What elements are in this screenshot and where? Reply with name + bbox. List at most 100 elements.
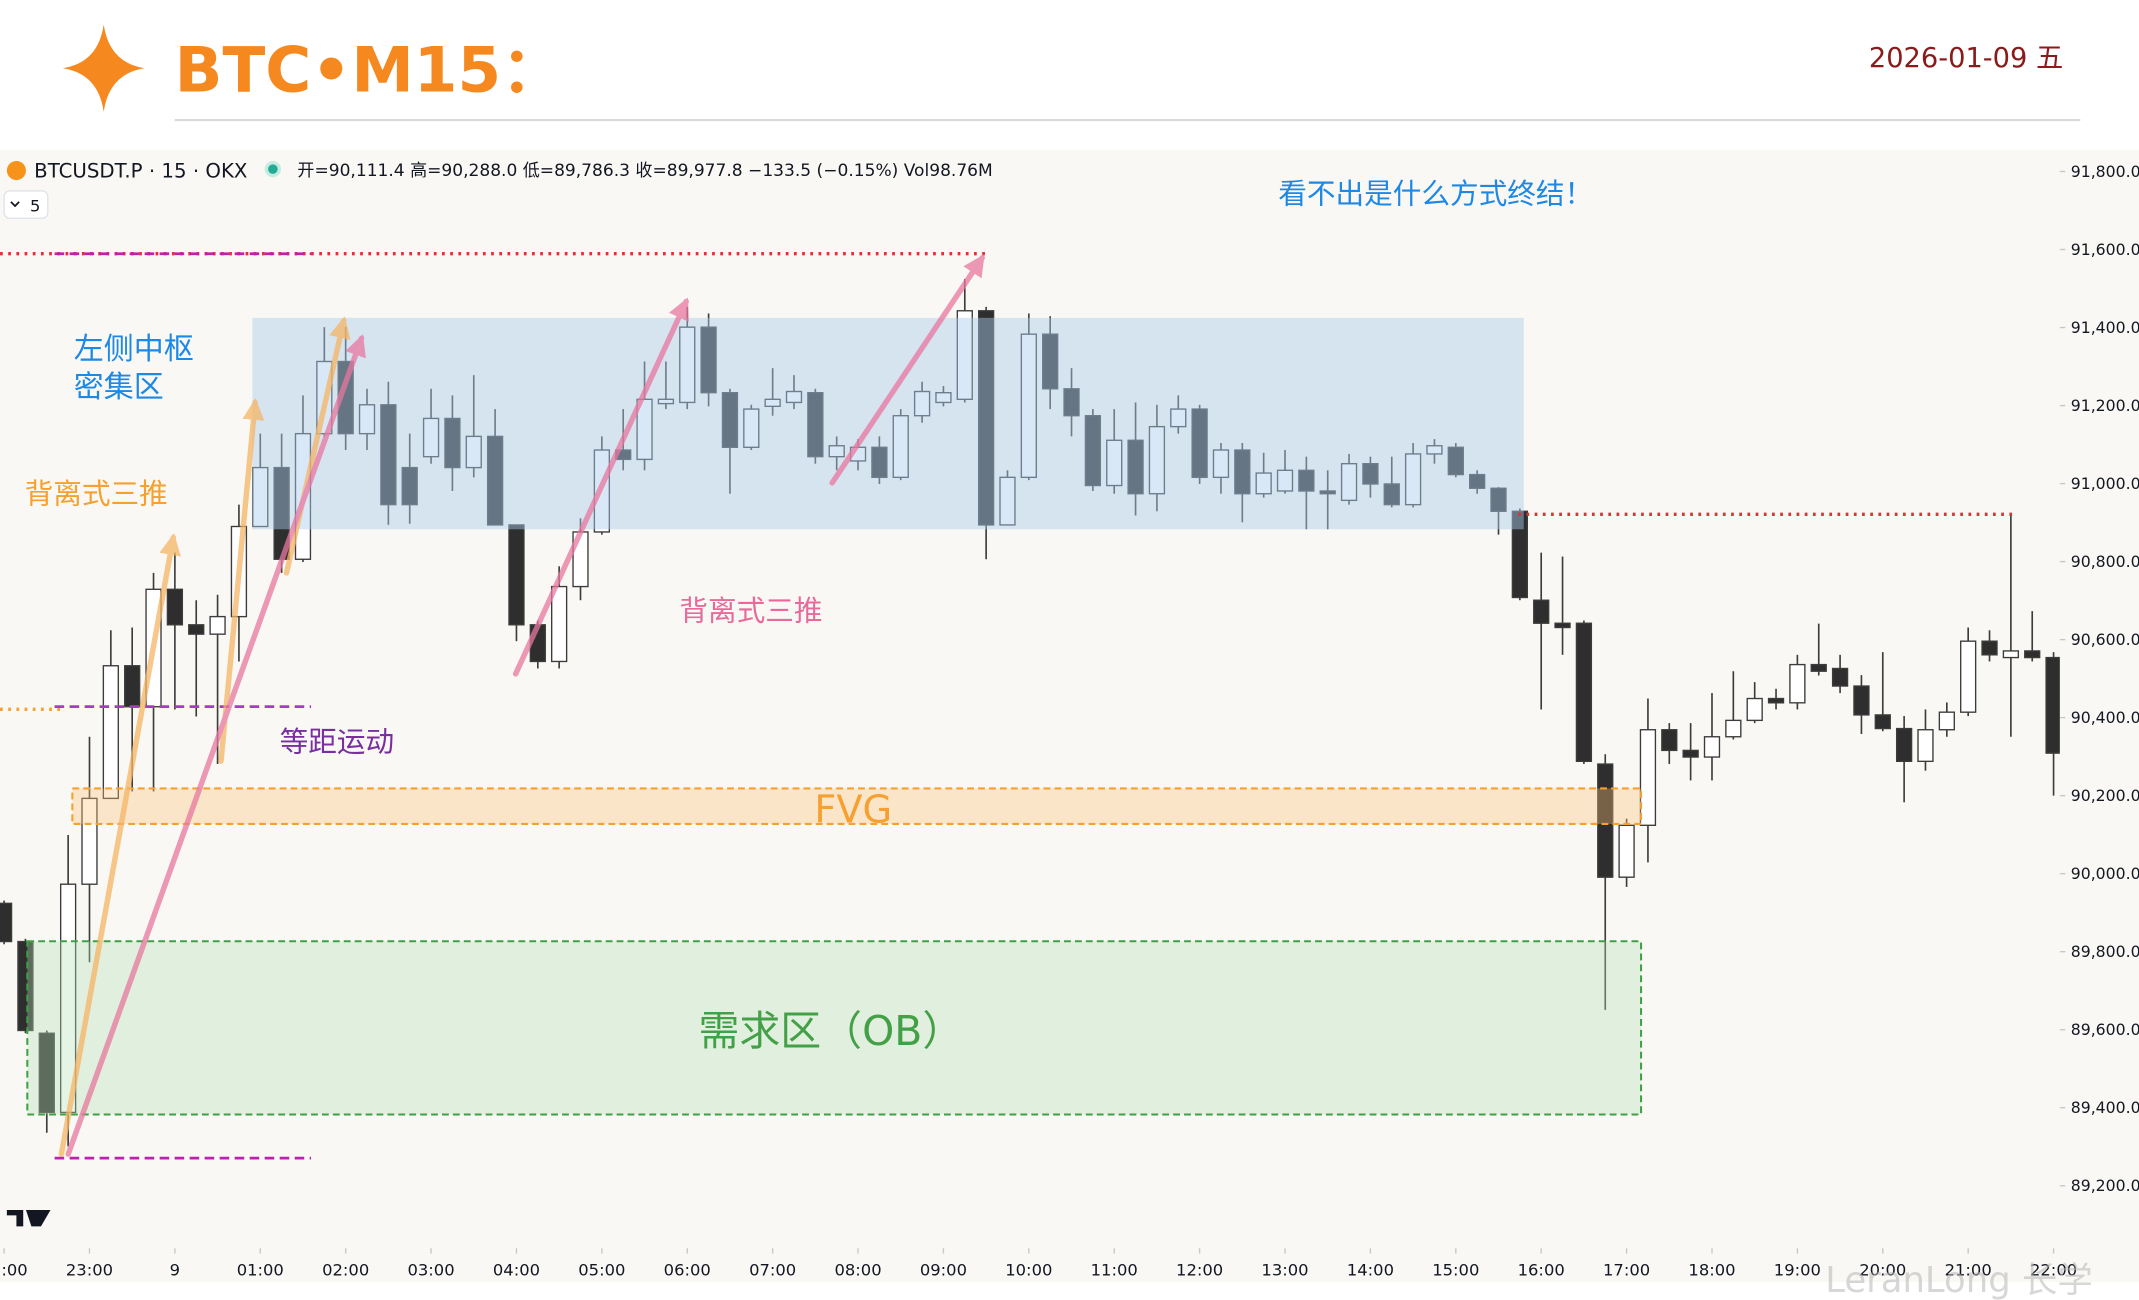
coin-icon	[6, 160, 26, 181]
candle-body-up	[892, 415, 909, 479]
candle-body-up	[1703, 736, 1721, 758]
candle-body-up	[785, 390, 803, 404]
candle-body-up	[1725, 719, 1742, 738]
candle-body-up	[1426, 445, 1443, 455]
candle-body-down	[1533, 599, 1550, 624]
candle-body-down	[1042, 333, 1059, 390]
x-tick-label: 14:00	[1347, 1260, 1394, 1279]
chevron	[10, 201, 20, 208]
x-tick-label: 03:00	[407, 1260, 454, 1279]
price-axis-bg	[2059, 150, 2139, 1283]
x-tick-label: 07:00	[749, 1260, 796, 1279]
candle-body-up	[1255, 472, 1272, 495]
candle-body-down	[977, 310, 995, 526]
candle-body-up	[1639, 729, 1657, 826]
candle-body-up	[743, 408, 760, 448]
candle-body-down	[1661, 729, 1678, 752]
interval-box[interactable]	[3, 190, 49, 219]
candle-body-up	[1340, 463, 1358, 502]
candle-body-down	[871, 446, 888, 479]
candle-body-up	[209, 615, 226, 635]
x-tick-label: 10:00	[1005, 1260, 1052, 1279]
candle-body-up	[1938, 711, 1955, 731]
x-tick-label: 09:00	[920, 1260, 967, 1279]
candle-body-up	[1170, 408, 1187, 428]
annotation: 左侧中枢	[74, 332, 194, 367]
annotation: 背离式三推	[25, 476, 168, 510]
x-tick-label: 18:00	[1688, 1260, 1735, 1279]
x-tick-label: 19:00	[1774, 1260, 1821, 1279]
x-tick-label: 11:00	[1091, 1260, 1138, 1279]
candle-body-down	[2024, 650, 2041, 659]
candle-body-up	[956, 310, 973, 401]
candle-body-down	[380, 404, 397, 506]
x-tick-label: 01:00	[237, 1260, 284, 1279]
candle-body-down	[1319, 490, 1336, 495]
candle-body-up	[657, 398, 675, 405]
x-tick-label: 22:00	[0, 1260, 28, 1279]
candle-body-down	[1575, 622, 1593, 763]
annotation: 需求区（OB）	[698, 1007, 963, 1055]
candle-body-down	[1383, 483, 1400, 506]
candle-body-up	[465, 435, 482, 469]
candle-body-down	[188, 624, 205, 635]
y-tick-label: 90,800.0	[2071, 552, 2139, 571]
candle-body-down	[2045, 656, 2062, 754]
x-tick-label: 20:00	[1859, 1260, 1906, 1279]
candle-body-up	[1106, 439, 1123, 487]
axes: 89,200.0 89,400.0 89,600.0 89,800.0 90,000.0…	[0, 162, 2139, 1279]
candle-body-up	[2002, 650, 2020, 659]
candle-body-down	[124, 665, 141, 708]
candle-body-down	[1490, 487, 1507, 512]
candle-body-up	[1917, 729, 1934, 763]
tv-logo	[6, 1209, 51, 1227]
header-bg	[0, 0, 2139, 151]
x-tick-label: 21:00	[1945, 1260, 1992, 1279]
star-icon	[62, 24, 145, 112]
candle-body-up	[422, 417, 440, 458]
candle-body-up	[1020, 333, 1037, 479]
y-tick-label: 89,600.0	[2071, 1020, 2139, 1039]
candle-body-down	[401, 466, 418, 506]
candle-body-down	[1874, 714, 1891, 730]
arrow	[829, 254, 985, 486]
candles	[0, 279, 2062, 1147]
candle-body-up	[1148, 425, 1166, 495]
x-tick-label: 16:00	[1518, 1260, 1565, 1279]
candle-body-down	[807, 392, 824, 458]
arrow	[512, 297, 689, 677]
x-tick-label: 08:00	[834, 1260, 881, 1279]
ohlc-readout: 开=90,111.4 高=90,288.0 低=89,786.3 收=89,97…	[297, 161, 992, 181]
candle-body-down	[1597, 763, 1614, 878]
candle-body-down	[1981, 640, 1998, 656]
x-tick-label: 23:00	[66, 1260, 113, 1279]
candle-body-up	[1746, 697, 1763, 722]
candle-body-down	[1682, 749, 1699, 758]
candle-body-down	[1853, 685, 1870, 716]
y-tick-label: 90,200.0	[2071, 786, 2139, 805]
candle-body-down	[721, 392, 739, 448]
candle-body-down	[1831, 667, 1849, 687]
candle-body-up	[1960, 640, 1977, 713]
candle-body-down	[1191, 408, 1208, 479]
fvg-zone	[71, 787, 1643, 825]
candle-body-up	[81, 797, 98, 885]
candle-body-down	[1362, 463, 1379, 485]
y-tick-label: 89,800.0	[2071, 942, 2139, 961]
y-tick-label: 90,600.0	[2071, 630, 2139, 649]
candle-body-down	[444, 417, 461, 469]
candle-body-up	[1404, 453, 1422, 506]
candle-body-up	[1276, 469, 1294, 492]
annotation: 看不出是什么方式终结！	[1278, 176, 1593, 210]
candle-body-down	[1895, 727, 1913, 763]
candle-body-down	[1469, 473, 1486, 489]
candle-body-up	[1212, 449, 1230, 479]
y-tick-label: 91,400.0	[2071, 318, 2139, 337]
annotation: FVG	[814, 789, 892, 833]
interval[interactable]: 5	[30, 196, 40, 215]
annotation: 密集区	[74, 370, 164, 405]
y-tick-label: 91,000.0	[2071, 474, 2139, 493]
x-tick-label: 06:00	[664, 1260, 711, 1279]
y-tick-label: 91,200.0	[2071, 396, 2139, 415]
